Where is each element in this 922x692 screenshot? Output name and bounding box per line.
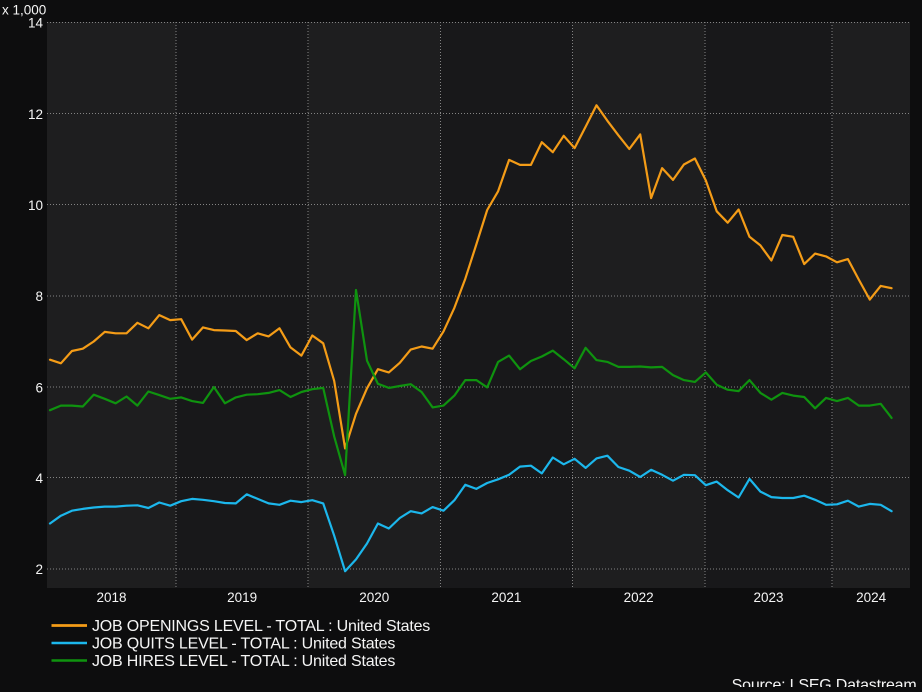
svg-text:x 1,000: x 1,000 <box>2 3 46 18</box>
svg-text:10: 10 <box>28 198 43 213</box>
svg-text:2022: 2022 <box>624 590 654 605</box>
svg-text:Source: LSEG Datastream: Source: LSEG Datastream <box>732 677 917 687</box>
svg-text:6: 6 <box>35 380 43 395</box>
svg-text:12: 12 <box>28 107 43 122</box>
svg-text:2021: 2021 <box>491 590 521 605</box>
svg-text:4: 4 <box>35 471 43 486</box>
svg-text:2023: 2023 <box>753 590 783 605</box>
svg-text:8: 8 <box>35 289 43 304</box>
svg-text:2020: 2020 <box>359 590 389 605</box>
svg-text:JOB OPENINGS LEVEL - TOTAL : U: JOB OPENINGS LEVEL - TOTAL : United Stat… <box>92 618 430 635</box>
svg-text:JOB QUITS LEVEL - TOTAL : Unit: JOB QUITS LEVEL - TOTAL : United States <box>92 636 395 653</box>
svg-text:2019: 2019 <box>227 590 257 605</box>
svg-text:2024: 2024 <box>856 590 887 605</box>
svg-text:14: 14 <box>28 16 44 31</box>
svg-text:JOB HIRES LEVEL - TOTAL : Unit: JOB HIRES LEVEL - TOTAL : United States <box>92 653 395 670</box>
svg-text:2: 2 <box>35 562 43 577</box>
svg-text:2018: 2018 <box>96 590 126 605</box>
